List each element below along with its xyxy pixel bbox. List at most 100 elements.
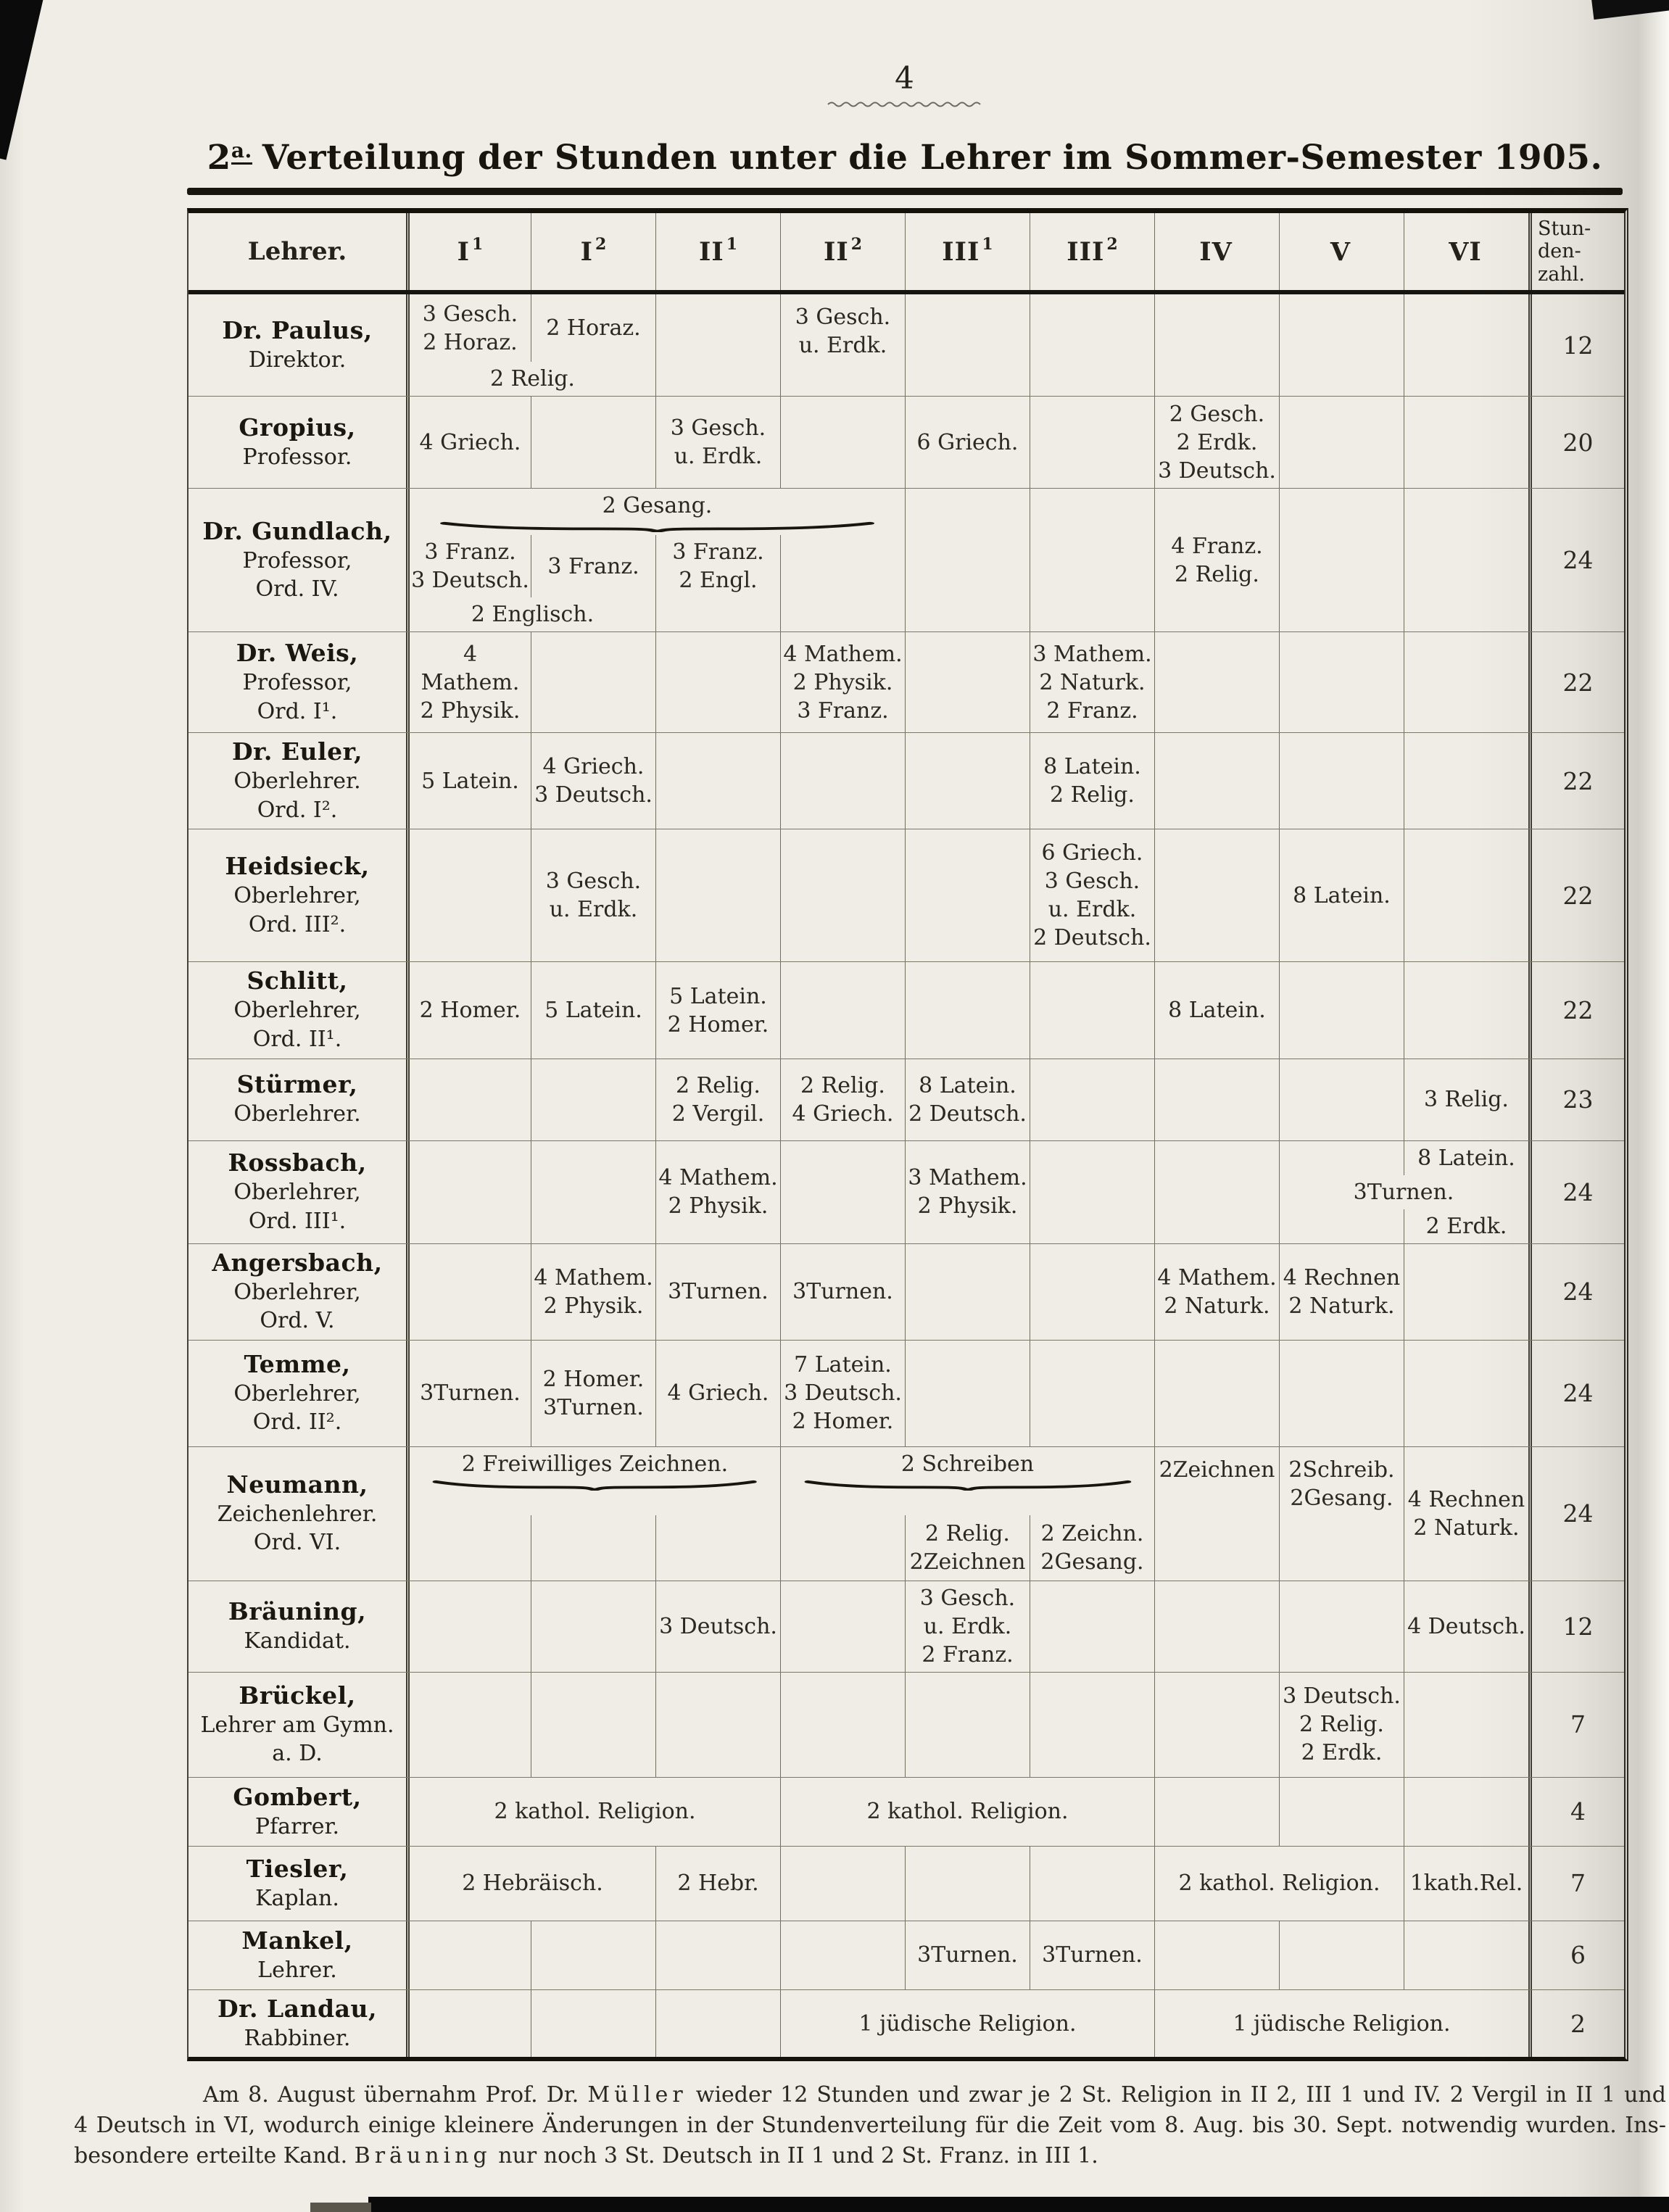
empty-cell <box>406 1243 531 1340</box>
schedule-cell: 3Turnen. <box>406 1340 531 1446</box>
empty-cell <box>1404 632 1528 733</box>
table-row-gundlach: Dr. Gundlach, Professor, Ord. IV. 2 Gesan… <box>189 489 1624 633</box>
hours-cell: 4 <box>1528 1777 1624 1846</box>
hours-cell: 12 <box>1528 1581 1624 1672</box>
empty-cell <box>1030 1581 1154 1672</box>
teacher-name-cell: Dr. Gundlach, Professor, Ord. IV. <box>189 489 406 631</box>
empty-cell <box>655 1921 780 1989</box>
hours-cell: 24 <box>1528 489 1624 632</box>
empty-cell <box>1279 489 1404 632</box>
teacher-name: Angersbach, <box>212 1248 383 1277</box>
empty-cell <box>655 733 780 829</box>
teacher-name-cell: Brückel, Lehrer am Gymn. a. D. <box>189 1673 406 1777</box>
empty-cell <box>905 632 1030 733</box>
footnote-text: nur noch 3 St. Deutsch in II 1 und 2 St.… <box>491 2143 1098 2169</box>
schedule-cell: 4 Griech. <box>406 397 531 489</box>
empty-cell <box>1154 294 1279 397</box>
schedule-span-cell: 2 Schreiben <box>780 1446 1154 1515</box>
table-row-schlitt: Schlitt, Oberlehrer, Ord. II¹. 2 Homer. 5… <box>189 962 1624 1059</box>
schedule-cell: 4 Mathem. 2 Physik. <box>406 632 531 733</box>
schedule-cell: 3Turnen. <box>780 1243 905 1340</box>
empty-cell <box>1404 1243 1528 1340</box>
empty-cell <box>1030 489 1154 632</box>
schedule-cell: 3 Gesch. u. Erdk. <box>531 829 655 962</box>
table-row-mankel: Mankel, Lehrer. 3Turnen. 3Turnen. 6 <box>189 1921 1624 1990</box>
underbrace-icon <box>432 1480 758 1491</box>
empty-cell <box>1030 294 1154 397</box>
schedule-cell: 4 Deutsch. <box>1404 1581 1528 1672</box>
schedule-cell: 5 Latein. <box>531 962 655 1059</box>
teacher-role: Oberlehrer, Ord. II¹. <box>233 998 361 1053</box>
empty-cell <box>1154 1340 1279 1446</box>
teacher-name-cell: Dr. Landau, Rabbiner. <box>189 1990 406 2058</box>
teacher-role: Professor, Ord. I¹. <box>242 670 352 724</box>
empty-cell <box>531 1515 655 1581</box>
empty-cell <box>905 1672 1030 1777</box>
schedule-cell: 5 Latein. <box>406 733 531 829</box>
schedule-cell: 3 Gesch. u. Erdk. 2 Franz. <box>905 1581 1030 1672</box>
empty-cell <box>780 733 905 829</box>
schedule-cell: 7 Latein. 3 Deutsch. 2 Homer. <box>780 1340 905 1446</box>
empty-cell <box>655 632 780 733</box>
teacher-role: Kaplan. <box>255 1885 339 1911</box>
teacher-name-cell: Schlitt, Oberlehrer, Ord. II¹. <box>189 962 406 1058</box>
hours-cell: 22 <box>1528 829 1624 962</box>
empty-cell <box>1279 1921 1404 1989</box>
empty-cell <box>1154 1515 1279 1581</box>
schedule-cell: 8 Latein. <box>1279 829 1404 962</box>
empty-cell <box>1279 962 1404 1059</box>
teacher-role: Oberlehrer, Ord. III². <box>233 883 361 937</box>
empty-cell <box>531 1059 655 1140</box>
schedule-cell: 2 Horaz. <box>531 294 655 363</box>
teacher-role: Oberlehrer. <box>233 1101 361 1127</box>
schedule-span-cell: 2 Englisch. <box>406 597 655 632</box>
schedule-cell: 4 Mathem. 2 Physik. <box>531 1243 655 1340</box>
teacher-role: Oberlehrer. Ord. I². <box>233 769 361 823</box>
table-row-gombert: Gombert, Pfarrer. 2 kathol. Religion. 2 k… <box>189 1777 1624 1847</box>
page-number: 4 <box>895 60 915 96</box>
empty-cell <box>1279 294 1404 397</box>
underbrace-icon <box>804 1480 1131 1491</box>
schedule-span-cell: 1 jüdische Religion. <box>780 1989 1154 2058</box>
table-row-braeuning: Bräuning, Kandidat. 3 Deutsch. 3 Gesch. u… <box>189 1581 1624 1673</box>
schedule-span-cell: 2 Freiwilliges Zeichnen. <box>406 1446 780 1515</box>
scan-artifact-bottom-smudge <box>310 2203 371 2212</box>
column-header-sup: 1 <box>982 235 993 254</box>
hours-cell: 22 <box>1528 632 1624 733</box>
empty-cell <box>905 962 1030 1059</box>
teacher-name: Dr. Weis, <box>236 639 359 668</box>
hours-cell: 2 <box>1528 1989 1624 2058</box>
teacher-name: Dr. Gundlach, <box>202 516 392 545</box>
schedule-cell: 2 Gesch. 2 Erdk. 3 Deutsch. <box>1154 397 1279 489</box>
schedule-cell: 3Turnen. <box>1030 1921 1154 1989</box>
empty-cell <box>905 733 1030 829</box>
teacher-name-cell: Dr. Euler, Oberlehrer. Ord. I². <box>189 733 406 829</box>
span-label: 2 Freiwilliges Zeichnen. <box>461 1451 729 1477</box>
teacher-name: Rossbach, <box>228 1148 367 1177</box>
teacher-name-cell: Gropius, Professor. <box>189 397 406 488</box>
hours-cell: 7 <box>1528 1672 1624 1777</box>
teacher-name: Brückel, <box>239 1681 356 1710</box>
footnote-text: wieder 12 Stunden und zwar je 2 St. Reli… <box>687 2082 1666 2108</box>
schedule-span-cell: 2 Relig. <box>406 362 655 397</box>
schedule-cell: 4 Griech. 3 Deutsch. <box>531 733 655 829</box>
empty-cell <box>531 1989 655 2058</box>
schedule-cell: 3 Gesch. 2 Horaz. <box>406 294 531 363</box>
empty-cell <box>780 829 905 962</box>
empty-cell <box>655 1672 780 1777</box>
empty-cell <box>1154 1059 1279 1140</box>
empty-cell <box>1404 489 1528 632</box>
empty-cell <box>780 1846 905 1921</box>
schedule-cell: 3Turnen. <box>905 1921 1030 1989</box>
teacher-role: Professor. <box>242 444 352 470</box>
empty-cell <box>406 1921 531 1989</box>
teacher-name-cell: Stürmer, Oberlehrer. <box>189 1059 406 1140</box>
empty-cell <box>780 1515 905 1581</box>
column-header-sup: 2 <box>1106 235 1118 254</box>
teacher-name-cell: Angersbach, Oberlehrer, Ord. V. <box>189 1244 406 1340</box>
empty-cell <box>1404 397 1528 489</box>
empty-cell <box>531 1672 655 1777</box>
teacher-role: Oberlehrer, Ord. V. <box>233 1279 361 1334</box>
empty-cell <box>1030 1059 1154 1140</box>
